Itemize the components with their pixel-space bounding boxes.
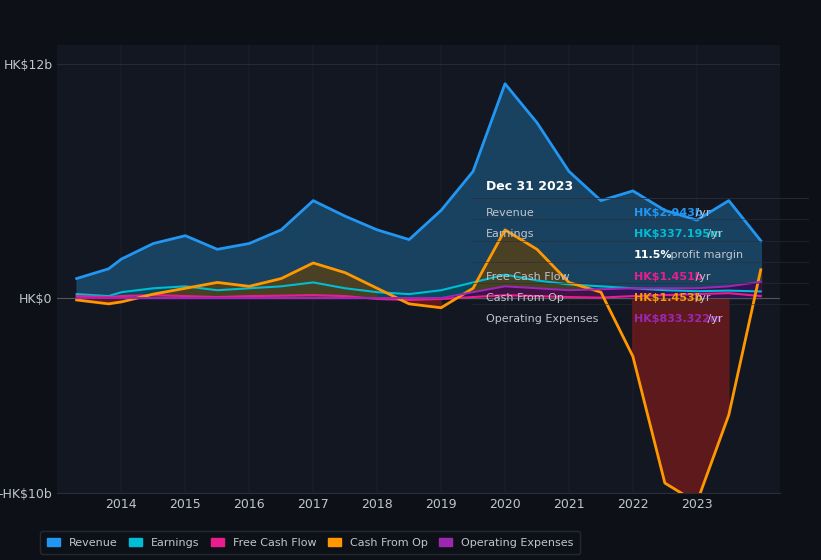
Text: HK$1.453b: HK$1.453b (634, 293, 702, 303)
Text: profit margin: profit margin (667, 250, 744, 260)
Text: Revenue: Revenue (485, 208, 534, 218)
Text: Free Cash Flow: Free Cash Flow (485, 272, 569, 282)
Text: Dec 31 2023: Dec 31 2023 (485, 180, 573, 193)
Text: HK$1.451b: HK$1.451b (634, 272, 702, 282)
Text: 11.5%: 11.5% (634, 250, 672, 260)
Text: HK$833.322m: HK$833.322m (634, 314, 721, 324)
Text: Cash From Op: Cash From Op (485, 293, 563, 303)
Text: Operating Expenses: Operating Expenses (485, 314, 598, 324)
Text: HK$2.943b: HK$2.943b (634, 208, 703, 218)
Legend: Revenue, Earnings, Free Cash Flow, Cash From Op, Operating Expenses: Revenue, Earnings, Free Cash Flow, Cash … (40, 531, 580, 554)
Text: HK$337.195m: HK$337.195m (634, 229, 721, 239)
Text: /yr: /yr (691, 272, 710, 282)
Text: /yr: /yr (691, 293, 710, 303)
Text: Earnings: Earnings (485, 229, 534, 239)
Text: /yr: /yr (704, 314, 722, 324)
Text: /yr: /yr (691, 208, 710, 218)
Text: /yr: /yr (704, 229, 722, 239)
